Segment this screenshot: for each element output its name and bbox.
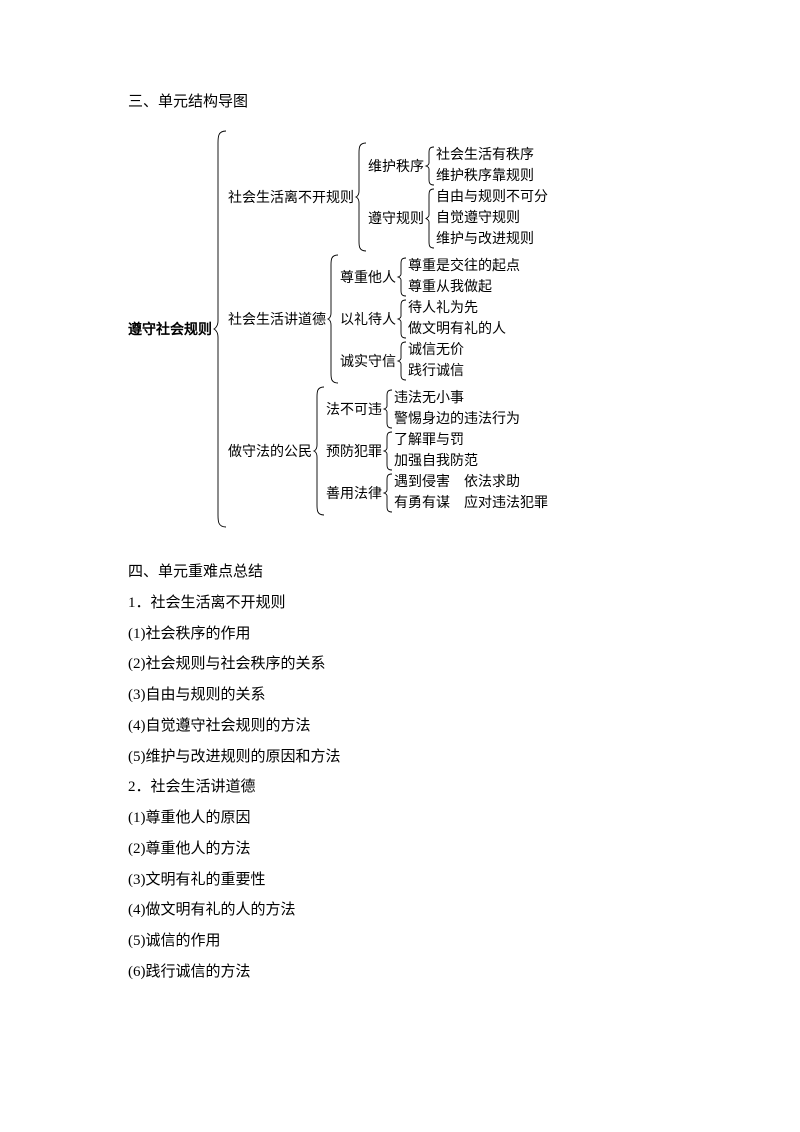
outline-s1: 1．社会生活离不开规则 (128, 588, 730, 619)
brace-b2-3 (396, 340, 408, 382)
outline-s2-3: (3)文明有礼的重要性 (128, 865, 730, 896)
root-label: 遵守社会规则 (128, 319, 212, 339)
brace-b1-2 (424, 187, 436, 250)
brace-b2-2 (396, 298, 408, 340)
brace-b3-1 (382, 388, 394, 430)
outline-s1-3: (3)自由与规则的关系 (128, 680, 730, 711)
b3-2-1: 了解罪与罚 (394, 430, 478, 451)
b1-2-3: 维护与改进规则 (436, 229, 548, 250)
b3-2-children: 了解罪与罚 加强自我防范 (394, 430, 478, 472)
b1-1: 维护秩序 社会生活有秩序 维护秩序靠规则 (368, 145, 548, 187)
outline-s2-5: (5)诚信的作用 (128, 926, 730, 957)
brace-b3 (312, 385, 326, 517)
b2-2-1: 待人礼为先 (408, 298, 506, 319)
b3-label: 做守法的公民 (228, 441, 312, 461)
b2-3-label: 诚实守信 (340, 351, 396, 371)
b3-3: 善用法律 遇到侵害 依法求助 有勇有谋 应对违法犯罪 (326, 472, 548, 514)
b2-1-1: 尊重是交往的起点 (408, 256, 520, 277)
b1-1-label: 维护秩序 (368, 156, 424, 176)
outline-s2-1: (1)尊重他人的原因 (128, 803, 730, 834)
b1-1-children: 社会生活有秩序 维护秩序靠规则 (436, 145, 534, 187)
outline-section: 四、单元重难点总结 1．社会生活离不开规则 (1)社会秩序的作用 (2)社会规则… (128, 557, 730, 988)
outline-s1-5: (5)维护与改进规则的原因和方法 (128, 742, 730, 773)
b3-3-label: 善用法律 (326, 483, 382, 503)
b2-2: 以礼待人 待人礼为先 做文明有礼的人 (340, 298, 520, 340)
b3-3-1: 遇到侵害 依法求助 (394, 472, 548, 493)
b3-1-label: 法不可违 (326, 399, 382, 419)
b3-3-2: 有勇有谋 应对违法犯罪 (394, 493, 548, 514)
b2-1-label: 尊重他人 (340, 267, 396, 287)
heading-structure: 三、单元结构导图 (128, 90, 730, 111)
b2-children: 尊重他人 尊重是交往的起点 尊重从我做起 以礼待人 (340, 256, 520, 382)
b2-1-children: 尊重是交往的起点 尊重从我做起 (408, 256, 520, 298)
page: 三、单元结构导图 遵守社会规则 社会生活离不开规则 维护秩序 (0, 0, 800, 1038)
b2-label: 社会生活讲道德 (228, 309, 326, 329)
b1-2-label: 遵守规则 (368, 208, 424, 228)
brace-b1-1 (424, 145, 436, 187)
b3-2-2: 加强自我防范 (394, 451, 478, 472)
b3-2-label: 预防犯罪 (326, 441, 382, 461)
outline-s2-4: (4)做文明有礼的人的方法 (128, 895, 730, 926)
b3-3-children: 遇到侵害 依法求助 有勇有谋 应对违法犯罪 (394, 472, 548, 514)
brace-root (212, 129, 228, 529)
branch-1: 社会生活离不开规则 维护秩序 (228, 141, 548, 253)
outline-s1-4: (4)自觉遵守社会规则的方法 (128, 711, 730, 742)
b2-2-2: 做文明有礼的人 (408, 319, 506, 340)
b2-1: 尊重他人 尊重是交往的起点 尊重从我做起 (340, 256, 520, 298)
b3-1-1: 违法无小事 (394, 388, 520, 409)
b3-children: 法不可违 违法无小事 警惕身边的违法行为 预防犯罪 (326, 388, 548, 514)
b1-2-1: 自由与规则不可分 (436, 187, 548, 208)
b2-3-2: 践行诚信 (408, 361, 464, 382)
outline-s1-1: (1)社会秩序的作用 (128, 619, 730, 650)
brace-b1 (354, 141, 368, 253)
outline-s2-6: (6)践行诚信的方法 (128, 957, 730, 988)
brace-b2-1 (396, 256, 408, 298)
heading-keypoints: 四、单元重难点总结 (128, 557, 730, 588)
b3-1-children: 违法无小事 警惕身边的违法行为 (394, 388, 520, 430)
level1-children: 社会生活离不开规则 维护秩序 (228, 141, 548, 517)
branch-3: 做守法的公民 法不可违 违法无 (228, 385, 548, 517)
b1-label: 社会生活离不开规则 (228, 187, 354, 207)
b2-1-2: 尊重从我做起 (408, 277, 520, 298)
branch-2: 社会生活讲道德 尊重他人 尊重 (228, 253, 548, 385)
b3-1-2: 警惕身边的违法行为 (394, 409, 520, 430)
b2-3-1: 诚信无价 (408, 340, 464, 361)
brace-b3-2 (382, 430, 394, 472)
brace-b2 (326, 253, 340, 385)
b2-2-children: 待人礼为先 做文明有礼的人 (408, 298, 506, 340)
b3-2: 预防犯罪 了解罪与罚 加强自我防范 (326, 430, 548, 472)
b1-2-2: 自觉遵守规则 (436, 208, 548, 229)
structure-tree: 遵守社会规则 社会生活离不开规则 维护秩序 (128, 129, 730, 529)
b1-children: 维护秩序 社会生活有秩序 维护秩序靠规则 遵守规则 (368, 145, 548, 250)
b1-1-1: 社会生活有秩序 (436, 145, 534, 166)
b1-1-2: 维护秩序靠规则 (436, 166, 534, 187)
b1-2-children: 自由与规则不可分 自觉遵守规则 维护与改进规则 (436, 187, 548, 250)
brace-b3-3 (382, 472, 394, 514)
b2-3: 诚实守信 诚信无价 践行诚信 (340, 340, 520, 382)
outline-s1-2: (2)社会规则与社会秩序的关系 (128, 649, 730, 680)
b2-3-children: 诚信无价 践行诚信 (408, 340, 464, 382)
outline-s2: 2．社会生活讲道德 (128, 772, 730, 803)
outline-s2-2: (2)尊重他人的方法 (128, 834, 730, 865)
b1-2: 遵守规则 自由与规则不可分 自觉遵守规则 维护与改进规则 (368, 187, 548, 250)
b2-2-label: 以礼待人 (340, 309, 396, 329)
b3-1: 法不可违 违法无小事 警惕身边的违法行为 (326, 388, 548, 430)
